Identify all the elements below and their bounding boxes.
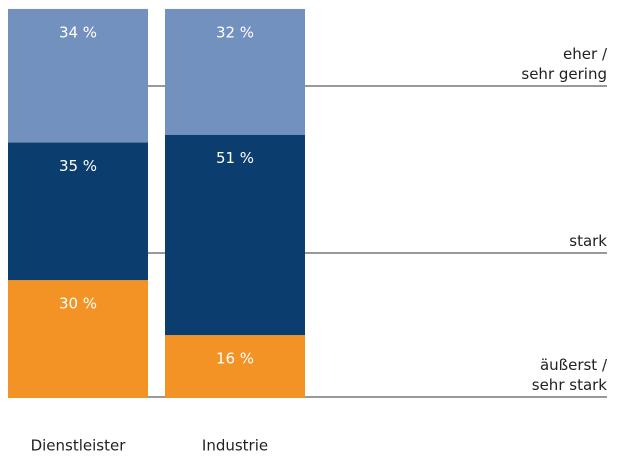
bar-segment — [165, 8, 305, 135]
value-label: 34 % — [59, 23, 97, 41]
legend-label: stark — [569, 232, 607, 250]
bar-segment — [8, 280, 148, 398]
legend-label: äußerst / sehr stark — [531, 356, 607, 394]
bar-segment — [8, 142, 148, 281]
legend-label: eher / sehr gering — [521, 45, 607, 83]
value-label: 51 % — [216, 149, 254, 167]
x-tick-label: Industrie — [202, 437, 268, 455]
bar-segment — [8, 8, 148, 143]
bar-segment — [165, 134, 305, 336]
x-tick-label: Dienstleister — [31, 437, 127, 455]
value-label: 16 % — [216, 350, 254, 368]
value-label: 35 % — [59, 157, 97, 175]
value-label: 30 % — [59, 295, 97, 313]
value-label: 32 % — [216, 23, 254, 41]
bar-segment — [165, 335, 305, 398]
